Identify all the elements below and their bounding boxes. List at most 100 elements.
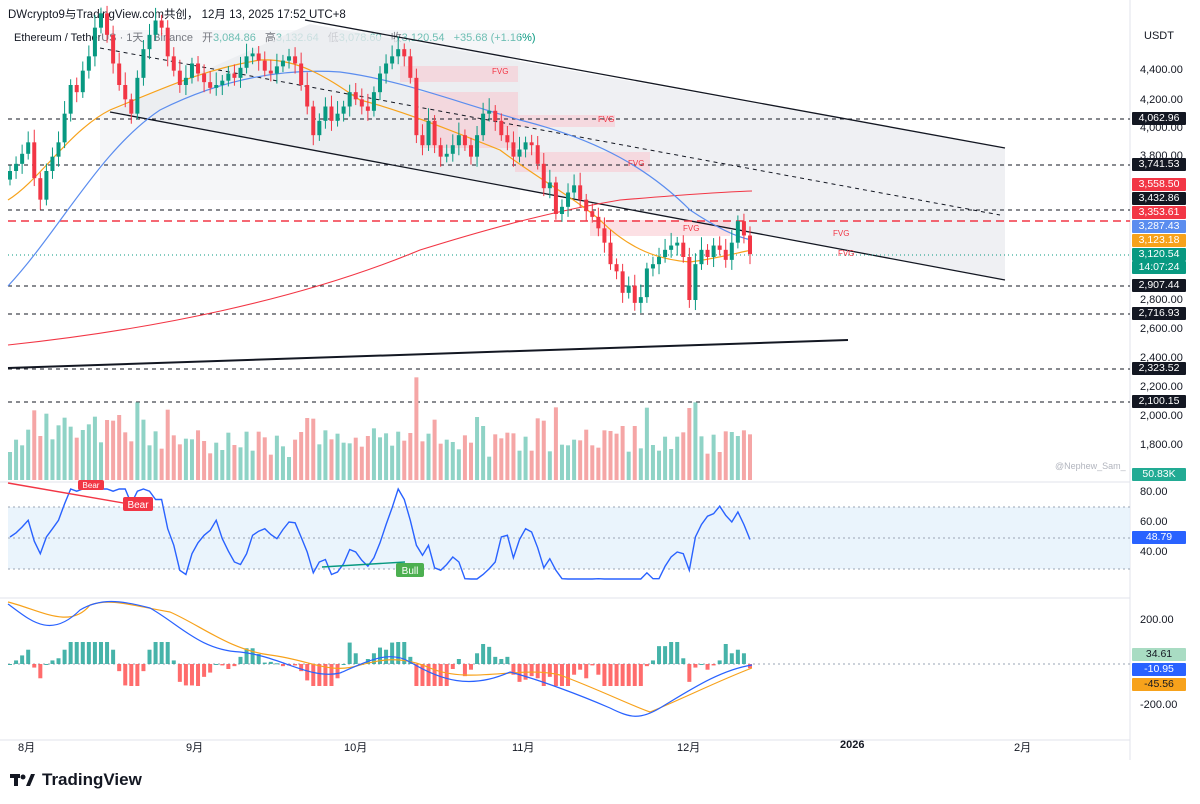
- price-tag[interactable]: 3,123.18: [1132, 234, 1186, 247]
- macd-hist-bar: [293, 664, 298, 666]
- tradingview-logo-icon: [10, 774, 35, 786]
- volume-bar: [620, 426, 625, 480]
- currency-unit[interactable]: USDT: [1144, 30, 1174, 42]
- macd-hist-bar: [711, 664, 716, 666]
- volume-bar: [341, 442, 346, 480]
- volume-bar: [493, 434, 498, 480]
- candle: [68, 85, 73, 114]
- candle: [371, 92, 376, 111]
- candle: [626, 285, 631, 293]
- price-tag[interactable]: 2,907.44: [1132, 279, 1186, 292]
- candle: [396, 49, 401, 57]
- volume-bar: [359, 446, 364, 480]
- macd-hist-tag: 34.61: [1132, 648, 1186, 661]
- volume-bar: [523, 436, 528, 480]
- candle: [499, 120, 504, 136]
- volume-bar: [741, 430, 746, 480]
- price-tag[interactable]: 2,323.52: [1132, 362, 1186, 375]
- candle: [26, 142, 31, 154]
- candle: [317, 120, 322, 136]
- candle: [62, 113, 67, 143]
- candle: [335, 113, 340, 121]
- candle: [311, 106, 316, 136]
- price-tag[interactable]: 2,716.93: [1132, 307, 1186, 320]
- candle: [299, 63, 304, 85]
- fvg-zone: [590, 220, 730, 236]
- candles-group: [8, 5, 752, 313]
- rsi-value-tag: 48.79: [1132, 531, 1186, 544]
- volume-bar: [353, 437, 358, 480]
- volume-bar: [111, 420, 116, 480]
- price-tag[interactable]: 3,558.50: [1132, 178, 1186, 191]
- macd-hist-bar: [657, 646, 662, 664]
- macd-hist-bar: [371, 653, 376, 664]
- price-tag[interactable]: 3,287.43: [1132, 220, 1186, 233]
- volume-bar: [456, 449, 461, 480]
- macd-histogram: [8, 642, 752, 686]
- macd-hist-bar: [468, 664, 473, 670]
- volume-bar: [214, 442, 219, 480]
- volume-bar: [675, 436, 680, 480]
- macd-hist-bar: [578, 664, 583, 670]
- candle: [14, 163, 19, 171]
- candle: [638, 297, 643, 303]
- candle: [20, 153, 25, 164]
- candle: [323, 106, 328, 121]
- price-tag[interactable]: 2,100.15: [1132, 395, 1186, 408]
- macd-hist-bar: [220, 664, 225, 666]
- macd-axis-label: -200.00: [1140, 699, 1178, 711]
- candle: [729, 242, 734, 260]
- volume-group: [8, 377, 752, 480]
- macd-hist-bar: [741, 653, 746, 664]
- volume-bar: [681, 432, 686, 480]
- macd-hist-bar: [644, 664, 649, 667]
- volume-bar: [699, 436, 704, 480]
- macd-hist-bar: [56, 658, 61, 664]
- candle: [741, 221, 746, 236]
- candle: [717, 245, 722, 250]
- candle: [390, 56, 395, 64]
- macd-hist-bar: [214, 664, 219, 665]
- candle: [56, 142, 61, 157]
- volume-bar: [408, 433, 413, 480]
- volume-bar: [335, 433, 340, 480]
- volume-bar: [396, 431, 401, 480]
- volume-bar: [748, 434, 752, 480]
- candle: [117, 63, 122, 85]
- macd-hist-bar: [620, 664, 625, 686]
- fvg-label: FVG: [492, 67, 508, 76]
- volume-bar: [614, 433, 619, 480]
- candle: [80, 70, 85, 93]
- macd-hist-bar: [396, 642, 401, 664]
- price-tag[interactable]: 3,120.54: [1132, 248, 1186, 261]
- candle: [147, 34, 152, 50]
- candle: [226, 73, 231, 81]
- candle: [632, 285, 637, 303]
- macd-hist-bar: [141, 664, 146, 672]
- candle: [735, 221, 740, 243]
- candle: [584, 199, 589, 212]
- candle: [566, 192, 571, 207]
- price-tag[interactable]: 3,741.53: [1132, 158, 1186, 171]
- tradingview-logo[interactable]: TradingView: [10, 770, 142, 790]
- candle: [44, 171, 49, 200]
- close-value: 3,120.54: [401, 32, 445, 44]
- price-tag[interactable]: 3,353.61: [1132, 206, 1186, 219]
- macd-hist-bar: [80, 642, 85, 664]
- volume-bar: [159, 448, 164, 480]
- candle: [402, 49, 407, 57]
- volume-bar: [602, 430, 607, 480]
- macd-hist-bar: [499, 659, 504, 664]
- price-tag[interactable]: 4,062.96: [1132, 112, 1186, 125]
- macd-hist-bar: [438, 664, 443, 686]
- volume-bar: [420, 441, 425, 480]
- volume-bar: [584, 429, 589, 480]
- volume-bar: [141, 419, 146, 480]
- price-axis-label: 2,600.00: [1140, 323, 1183, 335]
- candle: [196, 63, 201, 74]
- macd-hist-bar: [262, 662, 267, 664]
- candle: [475, 135, 480, 157]
- macd-hist-bar: [92, 642, 97, 664]
- price-tag[interactable]: 3,432.86: [1132, 192, 1186, 205]
